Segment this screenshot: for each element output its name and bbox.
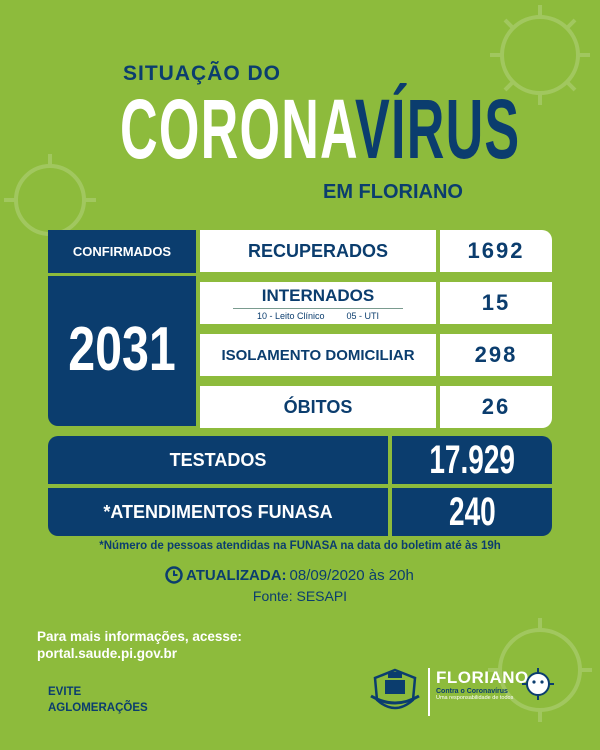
updated-line: ATUALIZADA: 08/09/2020 às 20h [165,566,465,584]
tested-label: TESTADOS [48,436,388,484]
updated-label: ATUALIZADA: [186,566,287,584]
hospitalized-value-cell: 15 [440,282,552,324]
funasa-value: 240 [448,489,496,534]
isolation-label-cell: ISOLAMENTO DOMICILIAR [200,334,436,376]
recovered-value: 1692 [467,238,525,263]
confirmed-label: CONFIRMADOS [48,230,196,276]
hospitalized-clinical: 10 - Leito Clínico [256,310,325,321]
title-line1: SITUAÇÃO DO [123,62,281,85]
deaths-value-cell: 26 [440,386,552,428]
title-virus: VÍRUS [355,82,521,176]
info-line1: Para mais informações, acesse: [37,629,242,644]
isolation-label: ISOLAMENTO DOMICILIAR [221,346,415,364]
clock-icon [165,566,183,584]
title-main: CORONAVÍRUS [120,82,519,176]
brand-logo: FLORIANO Contra o Coronavírus Uma respon… [436,668,566,701]
title-corona: CORONA [120,82,356,176]
evite-line1: EVITE [48,686,82,698]
source: Fonte: SESAPI [252,588,348,604]
recovered-label-cell: RECUPERADOS [200,230,436,272]
brand-sub: Contra o Coronavírus [436,688,508,695]
deaths-label-cell: ÓBITOS [200,386,436,428]
hospitalized-value: 15 [481,290,511,315]
tested-value: 17.929 [429,437,515,482]
funasa-label: *ATENDIMENTOS FUNASA [48,488,388,536]
info-block: Para mais informações, acesse: portal.sa… [37,628,297,662]
brand-tag: Uma responsabilidade de todos [436,695,514,701]
virus-decoration-icon [490,5,590,105]
city-seal-icon [370,668,420,710]
virus-decoration-icon [488,618,592,722]
virus-mascot-icon [522,668,554,700]
hospitalized-label: INTERNADOS [261,285,375,305]
recovered-value-cell: 1692 [440,230,552,272]
funasa-value-cell: 240 [392,488,552,536]
confirmed-card: CONFIRMADOS 2031 [48,230,196,426]
hospitalized-label-cell: INTERNADOS 10 - Leito Clínico 05 - UTI [200,282,436,324]
confirmed-value: 2031 [68,315,176,384]
evite-line2: AGLOMERAÇÕES [48,702,148,714]
funasa-note: *Número de pessoas atendidas na FUNASA n… [99,540,501,552]
title-line3: EM FLORIANO [323,181,463,203]
isolation-value: 298 [474,342,518,367]
divider [233,307,403,309]
header: SITUAÇÃO DO CORONAVÍRUS EM FLORIANO [0,0,600,220]
info-link[interactable]: portal.saude.pi.gov.br [37,646,178,661]
brand-name: FLORIANO [436,668,529,687]
deaths-value: 26 [481,394,511,419]
isolation-value-cell: 298 [440,334,552,376]
updated-value: 08/09/2020 às 20h [289,566,414,584]
evite-block: EVITE AGLOMERAÇÕES [48,684,208,716]
logo-divider [428,668,430,716]
hospitalized-icu: 05 - UTI [346,310,380,321]
tested-value-cell: 17.929 [392,436,552,484]
deaths-label: ÓBITOS [283,396,353,417]
recovered-label: RECUPERADOS [247,240,389,261]
